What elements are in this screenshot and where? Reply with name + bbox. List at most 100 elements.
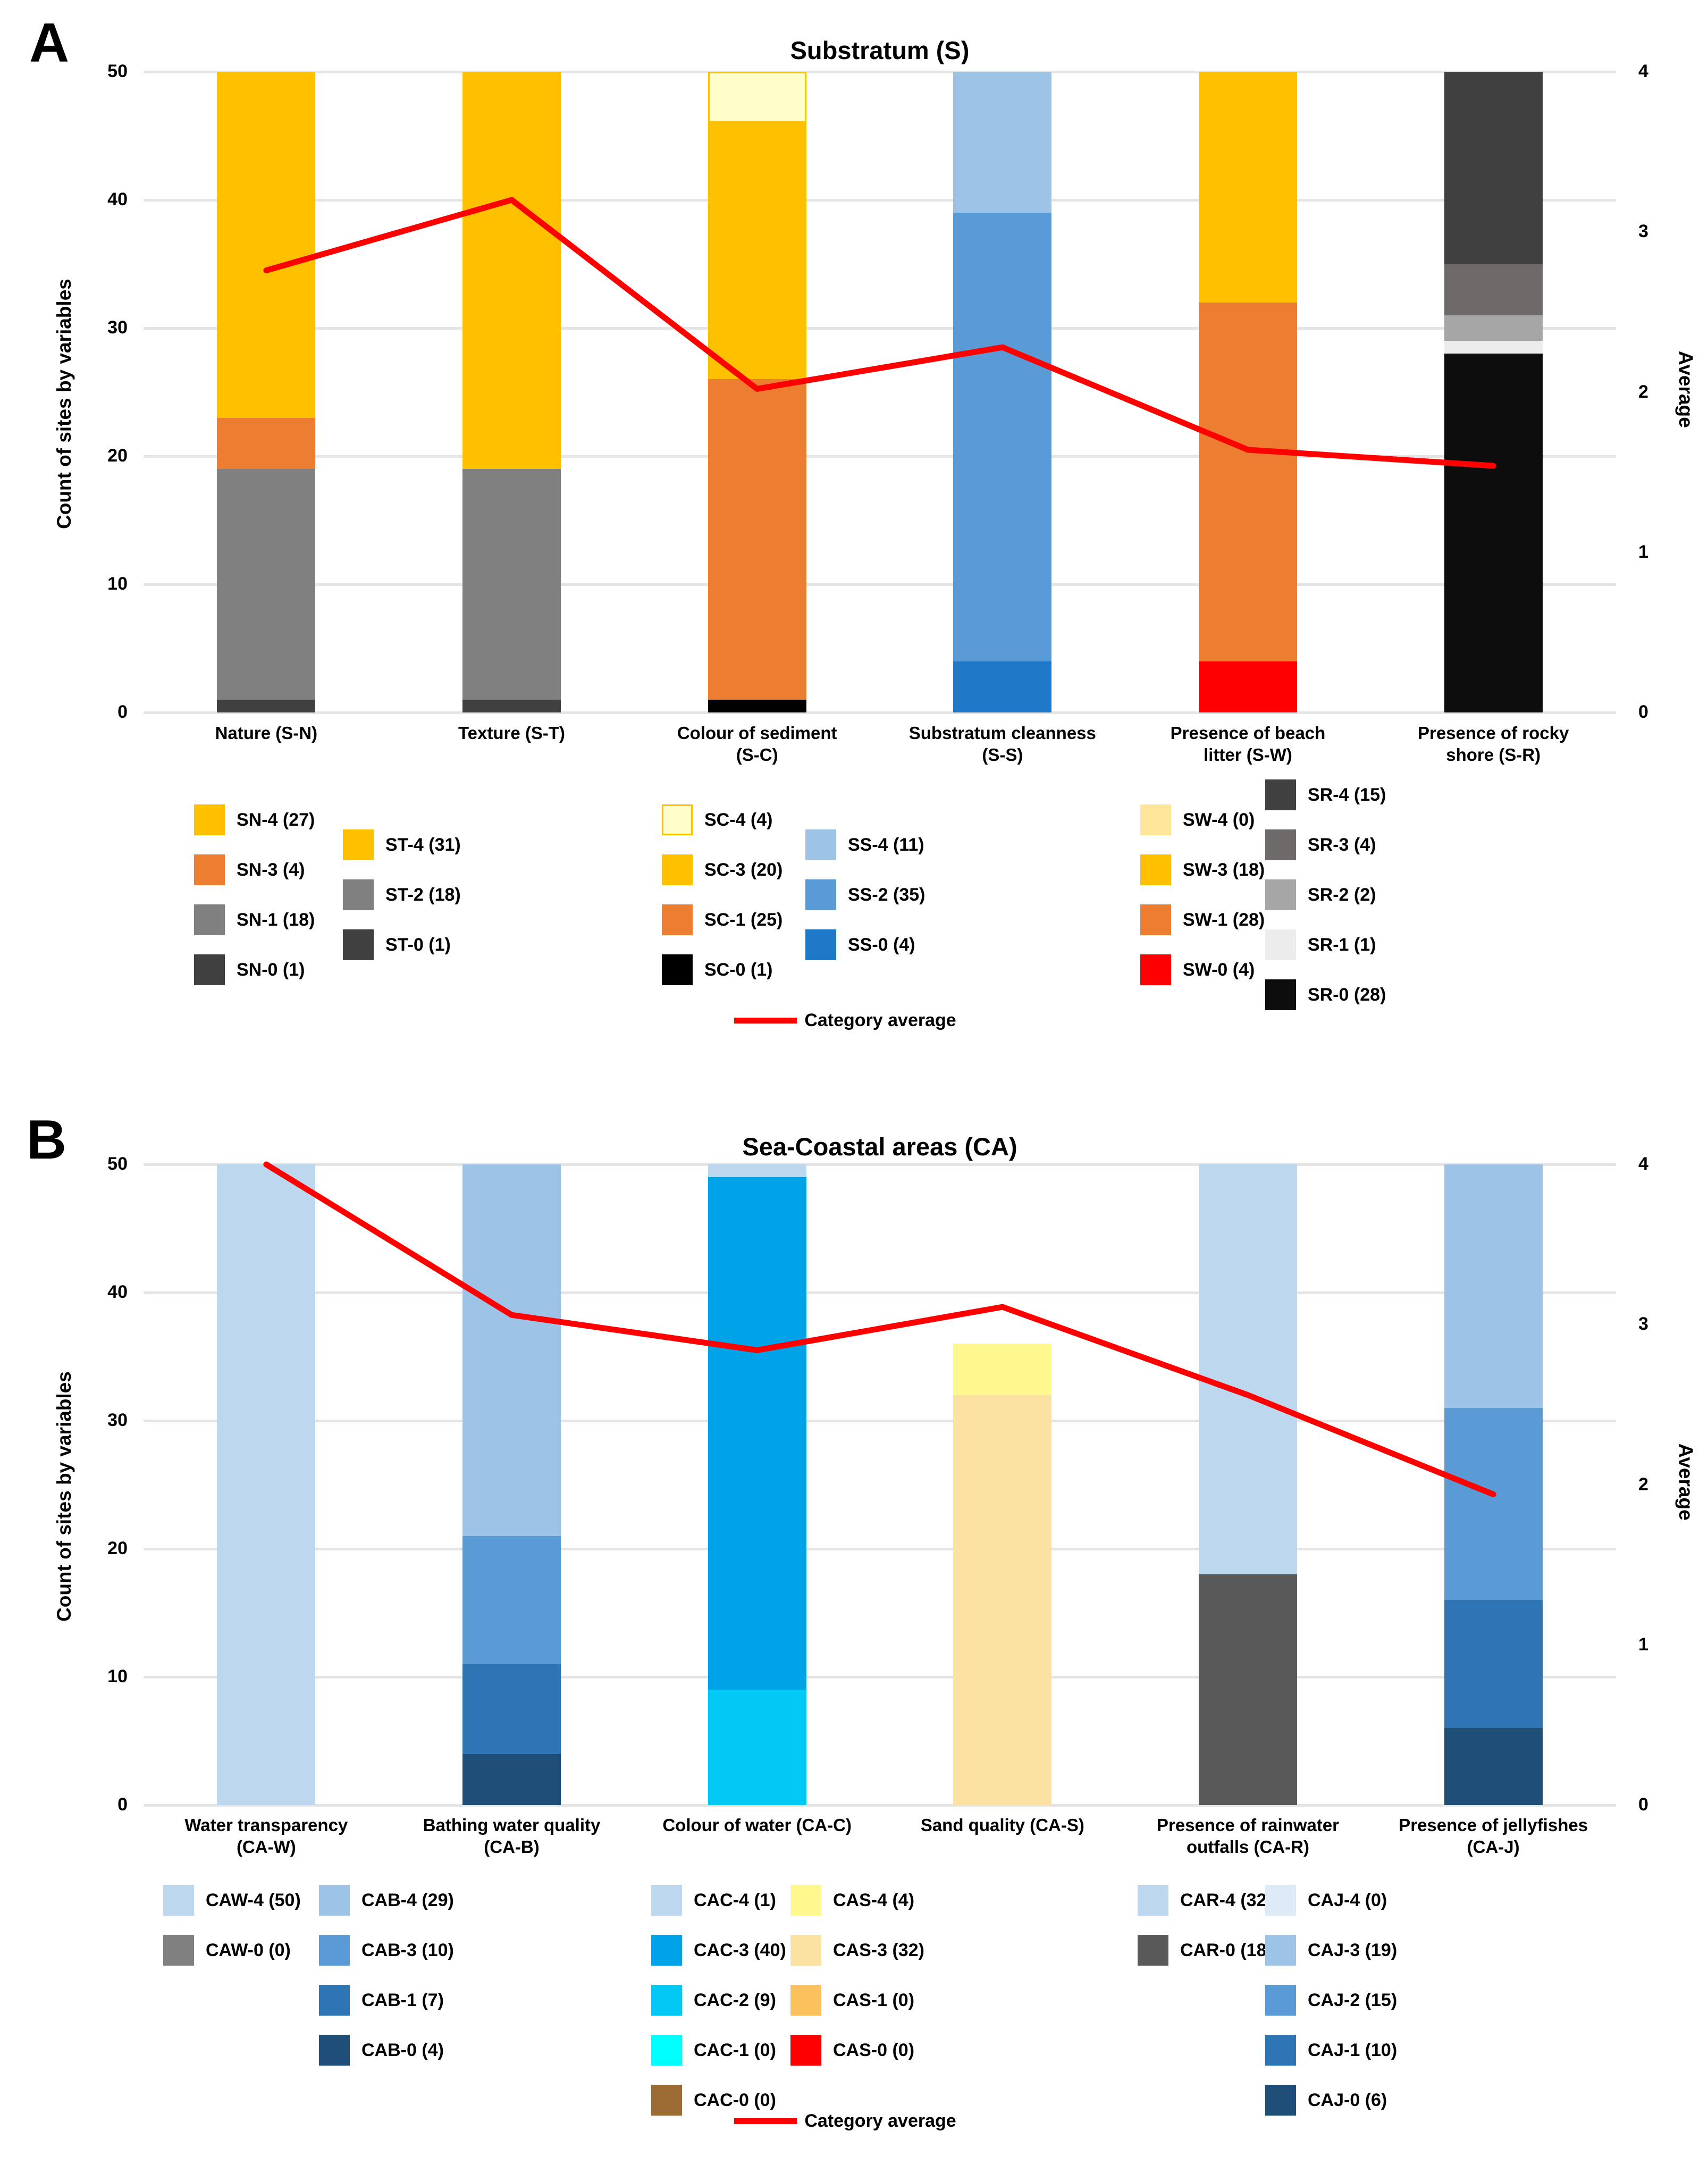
- legend-label-SC-3: SC-3 (20): [704, 859, 783, 880]
- legend-swatch-SC-4: [662, 804, 693, 835]
- x-axis-label: Presence of beach litter (S-W): [1170, 723, 1326, 765]
- legend-swatch-CAB-0: [319, 2035, 350, 2066]
- legend-item: SC-3 (20): [662, 854, 783, 885]
- legend-swatch-CAS-4: [790, 1885, 821, 1916]
- bar-segment-CAW-4: [217, 1164, 316, 1805]
- bar-segment-SN-1: [217, 469, 316, 700]
- legend-item: CAC-4 (1): [651, 1885, 786, 1916]
- legend-swatch-SR-0: [1265, 979, 1296, 1010]
- legend-item: CAC-1 (0): [651, 2035, 786, 2066]
- legend-item: ST-0 (1): [343, 929, 461, 960]
- legend-column: CAR-4 (32) CAR-0 (18): [1138, 1885, 1273, 1985]
- legend-item: CAJ-1 (10): [1265, 2035, 1397, 2066]
- x-axis-label: Sand quality (CA-S): [920, 1815, 1084, 1835]
- y-axis-tick-label: 20: [107, 1538, 128, 1558]
- bar-segment-CAB-1: [462, 1664, 561, 1754]
- legend-item: CAB-4 (29): [319, 1885, 454, 1916]
- legend-label-SN-0: SN-0 (1): [237, 959, 305, 980]
- bar-segment-CAC-2: [708, 1690, 806, 1805]
- legend-swatch-SC-1: [662, 904, 693, 935]
- legend-swatch-CAW-4: [163, 1885, 194, 1916]
- legend-item: CAJ-4 (0): [1265, 1885, 1397, 1916]
- legend-item: ST-4 (31): [343, 829, 461, 860]
- x-axis-label: Presence of jellyfishes (CA-J): [1399, 1815, 1588, 1857]
- x-axis-label: Colour of sediment (S-C): [677, 723, 837, 765]
- y-axis-tick-label: 10: [107, 1666, 128, 1687]
- bar-segment-SR-0: [1444, 354, 1543, 712]
- y2-axis-tick-label: 3: [1638, 1314, 1648, 1335]
- bar-segment-ST-0: [462, 699, 561, 712]
- legend-swatch-CAC-3: [651, 1935, 682, 1966]
- legend-item: CAJ-3 (19): [1265, 1935, 1397, 1966]
- y2-axis-tick-label: 4: [1638, 61, 1648, 81]
- legend-item: SS-2 (35): [805, 879, 925, 910]
- chart-a-title: Substratum (S): [790, 36, 970, 64]
- y2-axis-tick-label: 1: [1638, 541, 1648, 562]
- legend-item: SR-3 (4): [1265, 829, 1386, 860]
- bar-segment-SN-0: [217, 699, 316, 712]
- x-axis-label: Presence of rocky shore (S-R): [1417, 723, 1569, 765]
- legend-swatch-SN-1: [194, 904, 225, 935]
- legend-item: CAJ-0 (6): [1265, 2085, 1397, 2116]
- legend-label-CAJ-4: CAJ-4 (0): [1308, 1890, 1387, 1910]
- y-axis-tick-label: 0: [117, 1794, 128, 1815]
- legend-label-CAR-4: CAR-4 (32): [1180, 1890, 1273, 1910]
- y2-axis-tick-label: 3: [1638, 221, 1648, 242]
- legend-label-CAC-2: CAC-2 (9): [694, 1990, 776, 2010]
- legend-item: CAB-3 (10): [319, 1935, 454, 1966]
- legend-item: SW-0 (4): [1140, 954, 1265, 985]
- legend-swatch-CAR-4: [1138, 1885, 1168, 1916]
- legend-swatch-CAJ-4: [1265, 1885, 1296, 1916]
- legend-item: SN-1 (18): [194, 904, 315, 935]
- x-axis-label: Colour of water (CA-C): [662, 1815, 852, 1835]
- gridline: [144, 327, 1616, 330]
- bar-segment-SN-3: [217, 417, 316, 469]
- gridline: [144, 1420, 1616, 1422]
- legend-column: CAJ-4 (0) CAJ-3 (19) CAJ-2 (15) CAJ-1 (10) C…: [1265, 1885, 1397, 2135]
- category-average-line-icon: [734, 1018, 797, 1023]
- legend-swatch-CAB-1: [319, 1985, 350, 2016]
- legend-swatch-SS-2: [805, 879, 836, 910]
- legend-label-CAJ-1: CAJ-1 (10): [1308, 2040, 1398, 2060]
- bar-segment-SS-0: [953, 661, 1052, 712]
- legend-item: CAS-1 (0): [790, 1985, 924, 2016]
- legend-item: CAC-2 (9): [651, 1985, 786, 2016]
- legend-swatch-SC-0: [662, 954, 693, 985]
- legend-item: CAW-4 (50): [163, 1885, 301, 1916]
- x-axis-label: Texture (S-T): [458, 723, 566, 743]
- legend-item: CAS-0 (0): [790, 2035, 924, 2066]
- legend-label-SR-3: SR-3 (4): [1308, 834, 1376, 855]
- legend-swatch-CAB-4: [319, 1885, 350, 1916]
- bar-segment-SW-3: [1199, 72, 1297, 303]
- chart-b-title: Sea-Coastal areas (CA): [742, 1132, 1017, 1161]
- legend-swatch-CAC-0: [651, 2085, 682, 2116]
- y-axis-tick-label: 50: [107, 1154, 128, 1174]
- x-axis-label: Presence of rainwater outfalls (CA-R): [1157, 1815, 1339, 1857]
- bar-segment-SW-0: [1199, 661, 1297, 712]
- bar-segment-SR-2: [1444, 315, 1543, 341]
- legend-label-SC-0: SC-0 (1): [704, 959, 773, 980]
- legend-label-CAW-4: CAW-4 (50): [206, 1890, 301, 1910]
- legend-label-CAS-3: CAS-3 (32): [833, 1940, 924, 1960]
- bar-segment-CAJ-2: [1444, 1407, 1543, 1600]
- legend-swatch-SW-1: [1140, 904, 1171, 935]
- bar-segment-CAC-4: [708, 1164, 806, 1178]
- legend-label-SC-4: SC-4 (4): [704, 809, 773, 830]
- legend-column: CAS-4 (4) CAS-3 (32) CAS-1 (0) CAS-0 (0): [790, 1885, 924, 2085]
- legend-column: SC-4 (4) SC-3 (20) SC-1 (25) SC-0 (1): [662, 804, 783, 1004]
- legend-label-SS-2: SS-2 (35): [848, 884, 925, 905]
- legend-label-SS-0: SS-0 (4): [848, 934, 915, 955]
- legend-label-SW-1: SW-1 (28): [1183, 909, 1265, 930]
- legend-swatch-CAS-0: [790, 2035, 821, 2066]
- legend-label-SN-4: SN-4 (27): [237, 809, 315, 830]
- y2-axis-tick-label: 0: [1638, 702, 1648, 722]
- bar-segment-CAR-0: [1199, 1574, 1297, 1805]
- y-axis-tick-label: 30: [107, 1410, 128, 1430]
- legend-item: SC-4 (4): [662, 804, 783, 835]
- legend-swatch-SW-3: [1140, 854, 1171, 885]
- legend-label-CAB-1: CAB-1 (7): [361, 1990, 444, 2010]
- legend-column: CAB-4 (29) CAB-3 (10) CAB-1 (7) CAB-0 (4): [319, 1885, 454, 2085]
- legend-label-SR-2: SR-2 (2): [1308, 884, 1376, 905]
- legend-column: CAC-4 (1) CAC-3 (40) CAC-2 (9) CAC-1 (0) CAC…: [651, 1885, 786, 2135]
